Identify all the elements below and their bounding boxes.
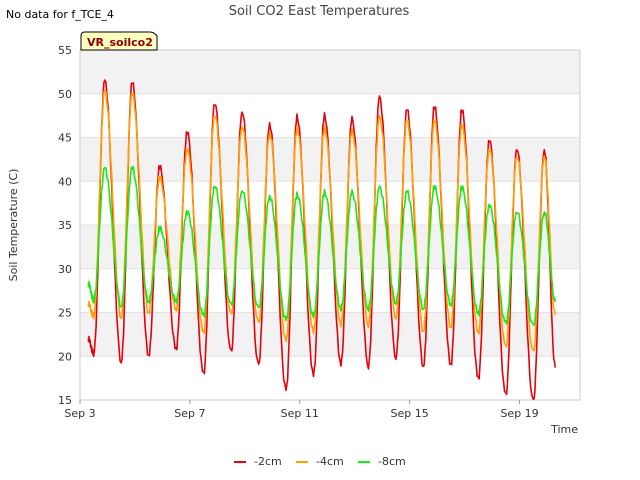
legend: -2cm -4cm -8cm	[234, 455, 406, 468]
y-tick-label: 15	[58, 394, 72, 407]
badge-label: VR_soilco2	[87, 36, 153, 49]
vr-badge: VR_soilco2	[80, 31, 158, 51]
y-tick-label: 30	[58, 263, 72, 276]
x-tick-label: Sep 19	[500, 407, 538, 420]
series-line-8cmcm	[87, 166, 557, 326]
series-lines	[87, 79, 557, 401]
x-tick-label: Sep 11	[281, 407, 319, 420]
legend-label: -4cm	[316, 455, 344, 468]
x-axis: Sep 3 Sep 7 Sep 11 Sep 15 Sep 19	[64, 400, 539, 420]
grid-band	[80, 93, 580, 138]
y-tick-label: 50	[58, 88, 72, 101]
y-tick-label: 20	[58, 350, 72, 363]
y-tick-label: 35	[58, 219, 72, 232]
series-line-4cmcm	[87, 89, 557, 352]
x-tick-label: Sep 3	[64, 407, 95, 420]
legend-label: -2cm	[254, 455, 282, 468]
no-data-notice: No data for f_TCE_4	[6, 8, 114, 21]
x-axis-label: Time	[550, 423, 578, 436]
plot-border	[79, 49, 581, 401]
grid-band	[80, 50, 580, 94]
grid-band	[80, 312, 580, 357]
chart-title: Soil CO2 East Temperatures	[229, 4, 410, 19]
y-axis: 15 20 25 30 35 40 45 50 55	[58, 44, 72, 407]
y-tick-label: 55	[58, 44, 72, 57]
x-tick-label: Sep 15	[391, 407, 429, 420]
y-axis-label: Soil Temperature (C)	[7, 169, 20, 282]
grid-band	[80, 356, 580, 400]
y-tick-label: 40	[58, 175, 72, 188]
x-tick-label: Sep 7	[174, 407, 205, 420]
badge-shape	[80, 31, 158, 51]
y-tick-label: 25	[58, 307, 72, 320]
grid-band	[80, 268, 580, 313]
y-tick-label: 45	[58, 132, 72, 145]
legend-label: -8cm	[378, 455, 406, 468]
